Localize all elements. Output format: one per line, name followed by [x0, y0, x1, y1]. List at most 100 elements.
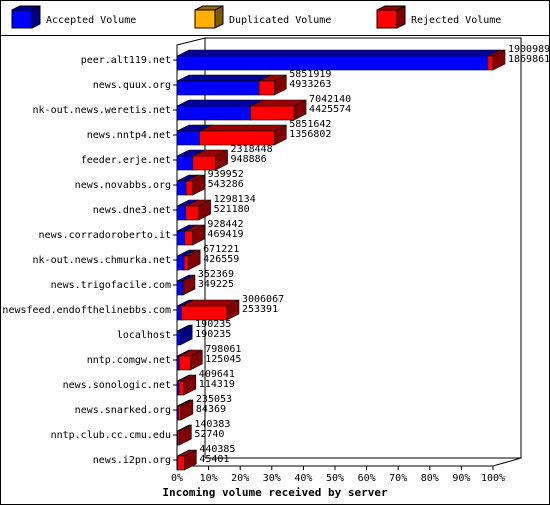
- total-label: 939952: [208, 169, 244, 180]
- accepted-label: 190235: [195, 329, 231, 340]
- y-tick-label: news.i2pn.org: [93, 455, 171, 466]
- total-label: 409641: [199, 369, 235, 380]
- bar-segment: [487, 49, 506, 71]
- total-label: 671221: [203, 244, 239, 255]
- bar-front: [180, 305, 228, 321]
- x-tick-label: 90%: [452, 473, 470, 484]
- accepted-label: 426559: [203, 254, 239, 265]
- bar-front: [176, 330, 181, 346]
- total-label: 7042140: [309, 94, 351, 105]
- total-label: 19009890: [508, 44, 550, 55]
- y-tick-label: news.quux.org: [93, 80, 171, 91]
- bar-segment: [199, 124, 287, 146]
- bar-segment: [177, 424, 192, 446]
- bar-front: [177, 430, 180, 446]
- y-tick-label: newsfeed.endofthelinebbs.com: [2, 305, 171, 316]
- bar-segment: [176, 74, 272, 96]
- x-tick-label: 30%: [263, 473, 281, 484]
- legend-label: Accepted Volume: [46, 15, 136, 26]
- bar-front: [178, 405, 182, 421]
- bar-segment: [177, 449, 197, 471]
- accepted-label: 521180: [214, 204, 250, 215]
- legend-swatch: [376, 9, 398, 29]
- y-tick-label: news.novabbs.org: [75, 180, 171, 191]
- bar-front: [185, 205, 199, 221]
- bar-front: [184, 230, 193, 246]
- y-tick-label: feeder.erje.net: [81, 155, 171, 166]
- total-label: 798061: [205, 344, 241, 355]
- bar-segment: [183, 249, 201, 271]
- bar-front: [176, 180, 187, 196]
- accepted-label: 18698613: [508, 54, 550, 65]
- accepted-label: 469419: [207, 229, 243, 240]
- accepted-label: 1356802: [289, 129, 331, 140]
- bar-front: [176, 230, 186, 246]
- bar-top: [176, 74, 272, 82]
- bar-front: [178, 380, 185, 396]
- bar-segment: [176, 49, 501, 71]
- total-label: 235053: [196, 394, 232, 405]
- bar-segment: [178, 374, 197, 396]
- bar-segment: [176, 324, 193, 346]
- total-label: 190235: [195, 319, 231, 330]
- total-label: 352369: [198, 269, 234, 280]
- bar-front: [176, 105, 251, 121]
- total-label: 928442: [207, 219, 243, 230]
- back-wall: [205, 37, 522, 459]
- y-tick-label: peer.alt119.net: [81, 55, 171, 66]
- legend-swatch: [11, 9, 33, 29]
- bar-segment: [178, 399, 194, 421]
- accepted-label: 52740: [194, 429, 224, 440]
- x-tick-label: 100%: [481, 473, 505, 484]
- bar-front: [176, 80, 260, 96]
- left-wall: [176, 37, 206, 466]
- legend-label: Duplicated Volume: [229, 15, 331, 26]
- legend-swatch: [194, 9, 216, 29]
- bar-front: [178, 355, 191, 371]
- accepted-label: 4933263: [289, 79, 331, 90]
- bar-segment: [180, 299, 240, 321]
- y-tick-label: localhost: [117, 330, 171, 341]
- legend-swatch-side: [396, 5, 406, 29]
- bar-front: [185, 180, 193, 196]
- accepted-label: 948886: [231, 154, 267, 165]
- bar-front: [258, 80, 275, 96]
- total-label: 5851919: [289, 69, 331, 80]
- x-tick-label: 80%: [421, 473, 439, 484]
- y-tick-label: nntp.club.cc.cmu.edu: [51, 430, 171, 441]
- bar-front: [192, 155, 216, 171]
- bar-front: [176, 255, 185, 271]
- legend-label: Rejected Volume: [411, 15, 501, 26]
- y-tick-label: news.trigofacile.com: [51, 280, 171, 291]
- bar-segment: [182, 274, 196, 296]
- y-tick-label: news.dne3.net: [93, 205, 171, 216]
- x-axis-title: Incoming volume received by server: [162, 486, 388, 499]
- bar-front: [176, 205, 186, 221]
- total-label: 2318448: [231, 144, 273, 155]
- total-label: 1298134: [214, 194, 256, 205]
- bar-front: [487, 55, 494, 71]
- bar-segment: [176, 99, 263, 121]
- x-tick-label: 70%: [389, 473, 407, 484]
- accepted-label: 543286: [208, 179, 244, 190]
- y-tick-label: news.nntp4.net: [87, 130, 171, 141]
- bar-segment: [185, 199, 211, 221]
- bar-front: [183, 255, 189, 271]
- total-label: 140383: [194, 419, 230, 430]
- bar-segment: [258, 74, 287, 96]
- x-tick-label: 10%: [200, 473, 218, 484]
- legend-swatch-side: [31, 5, 41, 29]
- accepted-label: 253391: [242, 304, 278, 315]
- bar-segment: [185, 174, 205, 196]
- x-tick-label: 20%: [231, 473, 249, 484]
- bar-front: [176, 130, 200, 146]
- bar-front: [176, 55, 489, 71]
- x-tick-label: 40%: [294, 473, 312, 484]
- bar-front: [176, 355, 180, 371]
- accepted-label: 84369: [196, 404, 226, 415]
- total-label: 3006067: [242, 294, 284, 305]
- bar-segment: [250, 99, 307, 121]
- bar-segment: [184, 224, 205, 246]
